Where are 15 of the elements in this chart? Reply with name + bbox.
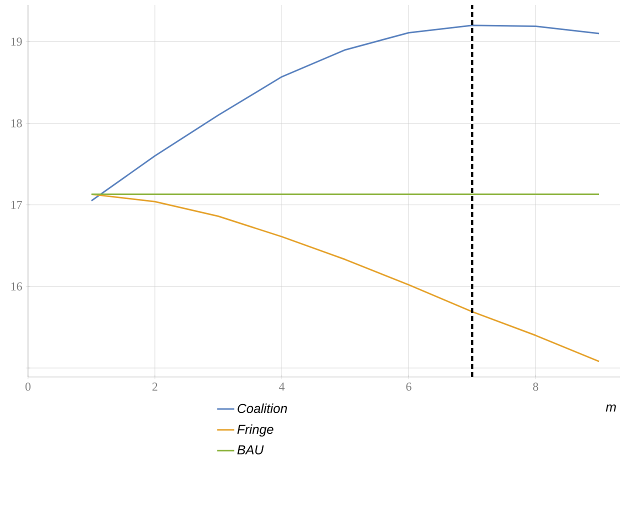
line-series [90,24,600,202]
x-tick-label: 2 [152,382,158,391]
x-axis-title: m [606,404,616,412]
x-tick-label: 4 [279,382,285,391]
legend-label: BAU [237,445,264,454]
y-tick-label: 19 [11,38,22,46]
legend-label: Coalition [238,404,287,414]
line-series [90,194,600,362]
x-tick-label: 8 [533,382,538,391]
x-tick-label: 0 [25,382,31,391]
legend-label: Fringe [237,424,274,437]
y-tick-label: 16 [11,282,22,290]
x-tick-label: 6 [406,382,412,391]
y-tick-label: 17 [11,200,22,209]
y-tick-label: 18 [11,119,22,128]
